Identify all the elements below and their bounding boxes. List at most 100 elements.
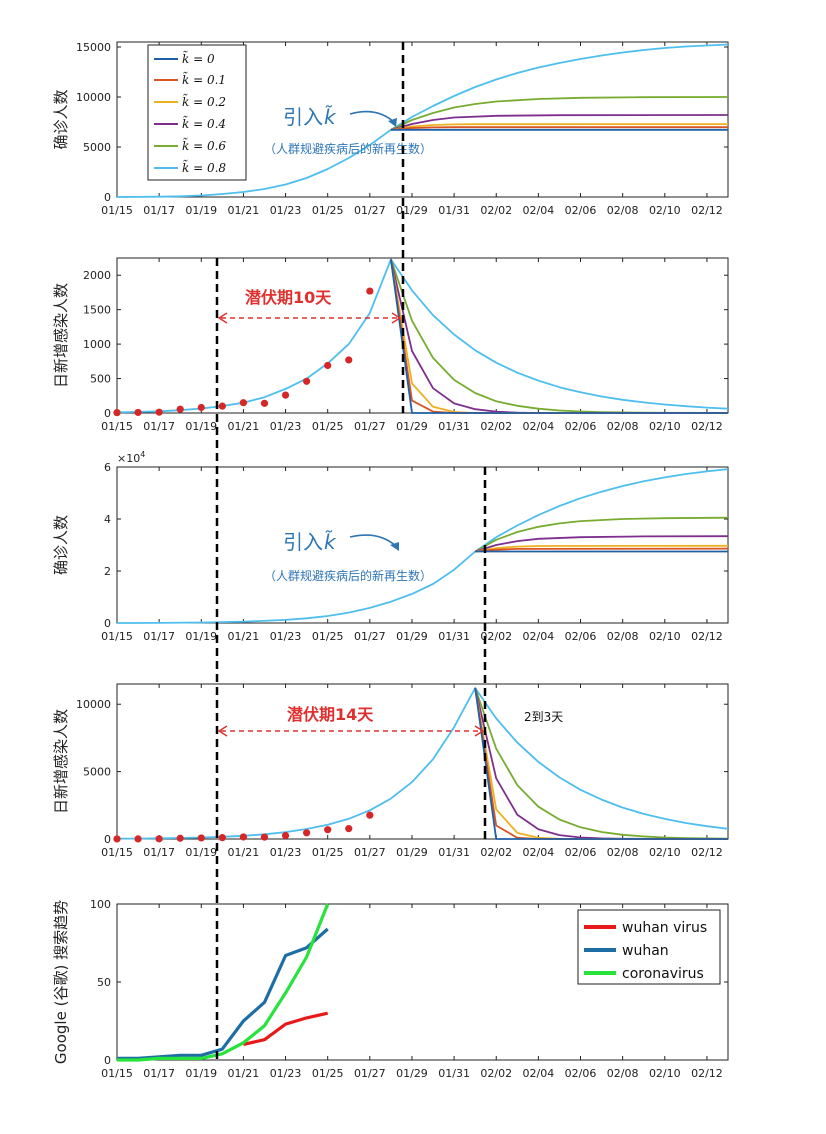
y-tick-label: 0 xyxy=(104,191,111,204)
intro-sub-top: （人群规避疾病后的新再生数） xyxy=(264,141,432,156)
x-tick-label: 02/08 xyxy=(607,846,639,859)
x-tick-label: 01/27 xyxy=(354,630,386,643)
peak-note: 2到3天 xyxy=(524,710,563,724)
y-tick-label: 1000 xyxy=(83,338,111,351)
observed-point xyxy=(113,835,121,843)
x-tick-label: 02/02 xyxy=(480,420,512,433)
y-tick-label: 5000 xyxy=(83,766,111,779)
y-tick-label: 100 xyxy=(90,898,111,911)
x-tick-label: 01/25 xyxy=(312,846,344,859)
plot-area xyxy=(116,683,729,840)
incubation-14-label: 潜伏期14天 xyxy=(287,705,374,724)
legend-box: k̃ = 0 k̃ = 0.1 k̃ = 0.2 k̃ = 0.4 k̃ = 0… xyxy=(147,44,247,181)
legend-label-wuhan: wuhan xyxy=(622,943,669,959)
legend-label-k02: k̃ = 0.2 xyxy=(182,93,226,109)
intro-sub-mid: （人群规避疾病后的新再生数） xyxy=(264,568,432,583)
incubation-10-label: 潜伏期10天 xyxy=(245,288,332,307)
x-tick-label: 01/25 xyxy=(312,630,344,643)
y-axis-label: 确诊人数 xyxy=(52,89,70,149)
x-tick-label: 02/08 xyxy=(607,204,639,217)
series-line-k0 xyxy=(390,259,728,414)
x-tick-label: 01/31 xyxy=(438,1067,470,1080)
panel-cumulative-14d: 01/15 01/17 01/19 01/21 01/23 01/25 01/27 01/29… xyxy=(52,461,729,643)
x-tick-label: 01/23 xyxy=(270,1067,302,1080)
x-tick-label: 01/27 xyxy=(354,204,386,217)
x-tick-label: 01/23 xyxy=(270,846,302,859)
x-tick-label: 01/27 xyxy=(354,846,386,859)
observed-point xyxy=(281,831,290,840)
series-line-k08 xyxy=(117,43,728,198)
observed-point xyxy=(303,377,311,385)
x-tick-label: 02/08 xyxy=(607,1067,639,1080)
x-tick-label: 01/17 xyxy=(143,204,175,217)
legend-label-coronavirus: coronavirus xyxy=(622,966,704,982)
observed-point xyxy=(197,403,205,412)
x-tick-label: 01/31 xyxy=(438,630,470,643)
x-tick-label: 01/15 xyxy=(101,1067,133,1080)
x-tick-label: 02/04 xyxy=(523,630,555,643)
y-tick-label: 500 xyxy=(90,373,111,386)
x-tick-label: 01/17 xyxy=(143,846,175,859)
x-tick-label: 01/15 xyxy=(101,420,133,433)
series-line-k08 xyxy=(117,687,728,840)
legend-label-k01: k̃ = 0.1 xyxy=(182,71,226,87)
series-group xyxy=(117,903,330,1062)
series-line-k04 xyxy=(474,535,728,553)
series-line-k06 xyxy=(390,96,728,131)
x-tick-label: 02/02 xyxy=(480,846,512,859)
y-tick-label: 5000 xyxy=(83,141,111,154)
intro-arrowhead-top xyxy=(388,118,397,127)
legend-label-wuhan-virus: wuhan virus xyxy=(622,920,707,936)
x-tick-label: 01/21 xyxy=(228,204,260,217)
x-tick-label: 01/31 xyxy=(438,846,470,859)
x-tick-label: 01/21 xyxy=(228,1067,260,1080)
observed-point xyxy=(260,399,269,407)
x-tick-label: 01/25 xyxy=(312,420,344,433)
x-tick-label: 02/04 xyxy=(523,420,555,433)
y-tick-label: 15000 xyxy=(76,41,111,54)
x-tick-label: 01/23 xyxy=(270,204,302,217)
incubation-10-arrowhead-left xyxy=(217,312,228,324)
x-tick-label: 02/12 xyxy=(691,204,723,217)
x-tick-label: 01/29 xyxy=(396,1067,428,1080)
plot-area xyxy=(116,466,729,624)
x-tick-label: 01/21 xyxy=(228,630,260,643)
x-tick-label: 01/15 xyxy=(101,204,133,217)
x-tick-label: 02/06 xyxy=(565,846,597,859)
intro-k-top: k̃ xyxy=(324,105,337,129)
x-tick-label: 02/04 xyxy=(523,1067,555,1080)
legend-label-k08: k̃ = 0.8 xyxy=(182,159,226,175)
y-tick-label: 2000 xyxy=(83,269,111,282)
y-tick-label: 2 xyxy=(104,565,111,578)
observed-point xyxy=(260,833,269,841)
series-line-k08 xyxy=(117,468,728,624)
y-axis-label: 日新增感染人数 xyxy=(52,709,70,814)
x-tick-label: 02/06 xyxy=(565,204,597,217)
x-tick-label: 02/06 xyxy=(565,420,597,433)
x-tick-label: 01/23 xyxy=(270,420,302,433)
y-tick-label: 0 xyxy=(104,1054,111,1067)
series-line-k02 xyxy=(390,123,728,131)
intro-label-top: 引入 xyxy=(283,105,323,129)
y-tick-label: 6 xyxy=(104,461,111,474)
y-tick-label: 4 xyxy=(104,513,111,526)
observed-point xyxy=(345,825,353,833)
observed-point xyxy=(303,829,311,837)
observed-point xyxy=(155,835,163,843)
y-tick-label: 50 xyxy=(97,976,111,989)
x-tick-label: 01/21 xyxy=(228,846,260,859)
x-tick-label: 02/12 xyxy=(691,1067,723,1080)
x-tick-label: 02/08 xyxy=(607,630,639,643)
x-tick-label: 01/27 xyxy=(354,1067,386,1080)
observed-point xyxy=(218,402,226,410)
x-tick-label: 01/15 xyxy=(101,630,133,643)
x-tick-label: 02/04 xyxy=(523,204,555,217)
incubation-10-arrowhead-right xyxy=(391,312,402,324)
observed-point xyxy=(324,361,332,370)
y-tick-label: 10000 xyxy=(76,698,111,711)
x-tick-label: 01/15 xyxy=(101,846,133,859)
x-tick-label: 01/19 xyxy=(185,630,217,643)
observed-point xyxy=(134,835,142,843)
series-group xyxy=(117,43,728,198)
